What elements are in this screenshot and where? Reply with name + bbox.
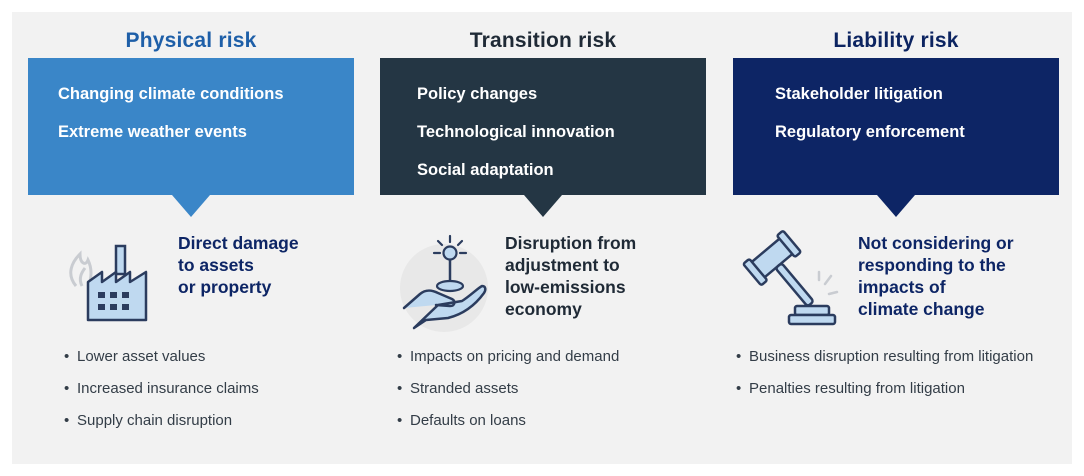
box-item: Changing climate conditions [58,85,284,103]
list-item: Business disruption resulting from litig… [736,348,1059,366]
list-item: Defaults on loans [397,412,706,430]
factory-fire-icon [58,226,168,346]
transition-risk-box: Policy changes Technological innovation … [380,58,706,217]
impact-line: Not considering or [858,233,1014,253]
physical-risk-box: Changing climate conditions Extreme weat… [28,58,354,217]
transition-risk-bullets: Impacts on pricing and demand Stranded a… [397,348,706,444]
physical-risk-bullets: Lower asset values Increased insurance c… [64,348,354,444]
box-item: Social adaptation [417,161,554,179]
impact-line: responding to the [858,255,1006,275]
impact-line: impacts of [858,277,946,297]
list-item: Stranded assets [397,380,706,398]
impact-line: low-emissions [505,277,626,297]
liability-risk-bullets: Business disruption resulting from litig… [736,348,1059,412]
physical-risk-column: Physical risk Changing climate condition… [28,12,354,464]
transition-risk-impact: Disruption from adjustment to low-emissi… [505,232,705,320]
list-item: Lower asset values [64,348,354,366]
physical-risk-title: Physical risk [125,29,257,52]
liability-risk-title: Liability risk [833,29,959,52]
impact-line: economy [505,299,582,319]
impact-line: Direct damage [178,233,299,253]
impact-line: climate change [858,299,985,319]
box-item: Stakeholder litigation [775,85,943,103]
impact-line: adjustment to [505,255,620,275]
transition-risk-title: Transition risk [469,29,617,52]
hand-plant-icon [386,226,496,346]
impact-line: Disruption from [505,233,637,253]
transition-risk-column: Transition risk Policy changes Technolog… [380,12,706,464]
box-item: Technological innovation [417,123,615,141]
box-item: Policy changes [417,85,538,103]
box-item: Extreme weather events [58,123,247,141]
liability-risk-box: Stakeholder litigation Regulatory enforc… [733,58,1059,217]
physical-risk-impact: Direct damage to assets or property [178,232,348,298]
box-item: Regulatory enforcement [775,123,965,141]
liability-risk-impact: Not considering or responding to the imp… [858,232,1058,320]
list-item: Penalties resulting from litigation [736,380,1059,398]
list-item: Impacts on pricing and demand [397,348,706,366]
liability-risk-column: Liability risk Stakeholder litigation Re… [733,12,1059,464]
impact-line: to assets [178,255,254,275]
list-item: Increased insurance claims [64,380,354,398]
risk-diagram: Physical risk Changing climate condition… [12,12,1072,464]
impact-line: or property [178,277,272,297]
list-item: Supply chain disruption [64,412,354,430]
gavel-icon [733,226,843,346]
